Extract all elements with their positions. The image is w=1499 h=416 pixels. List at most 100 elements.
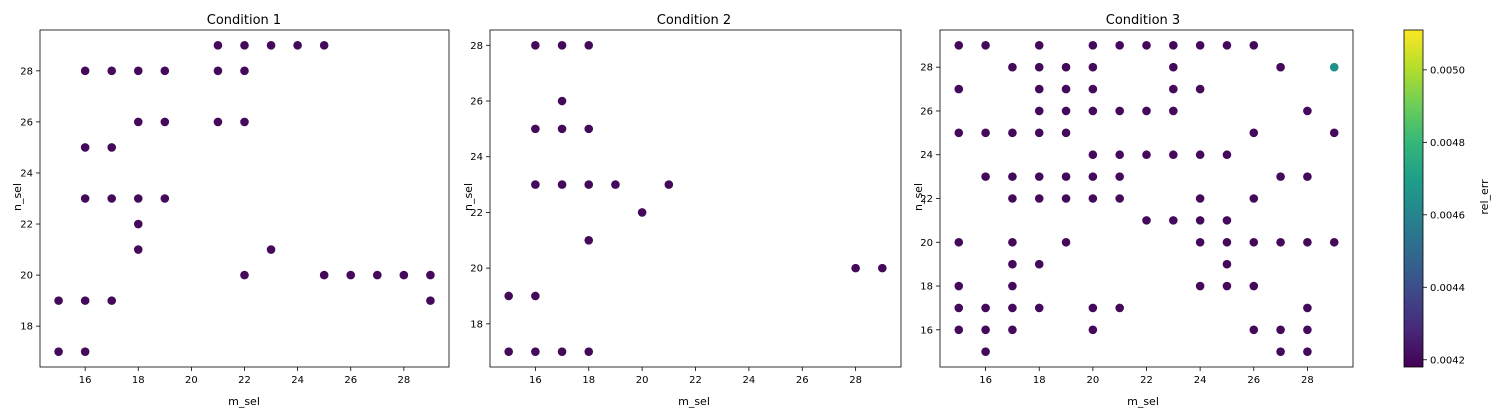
scatter-point	[1034, 194, 1044, 203]
scatter-point	[1276, 237, 1285, 247]
scatter-point	[213, 41, 223, 50]
x-tick-label: 18	[582, 375, 595, 386]
x-tick-label: 20	[185, 375, 198, 386]
colorbar-label: rel_err	[1478, 179, 1491, 215]
scatter-point	[319, 41, 329, 50]
y-axis-label: n_sel	[462, 183, 475, 211]
scatter-point	[240, 41, 249, 50]
scatter-point	[1115, 41, 1124, 50]
scatter-point	[531, 124, 540, 134]
scatter-point	[1008, 259, 1017, 269]
scatter-point	[1061, 128, 1071, 138]
scatter-point	[1034, 62, 1044, 72]
scatter-point	[1169, 62, 1178, 72]
x-tick-label: 18	[1033, 375, 1046, 386]
scatter-point	[954, 303, 964, 313]
y-tick-label: 22	[20, 220, 33, 231]
x-tick-label: 24	[1194, 375, 1207, 386]
scatter-point	[1115, 303, 1124, 313]
scatter-point	[1195, 194, 1205, 203]
scatter-point	[1008, 194, 1017, 203]
x-axis-label: m_sel	[678, 395, 710, 408]
scatter-point	[80, 143, 90, 152]
scatter-point	[1195, 41, 1205, 50]
scatter-point	[1088, 150, 1098, 160]
plot-area-frame	[39, 29, 450, 368]
scatter-point	[293, 41, 302, 50]
scatter-point	[1195, 150, 1205, 160]
scatter-point	[557, 96, 567, 106]
panel-title: Condition 3	[1106, 13, 1180, 28]
scatter-point	[80, 296, 90, 305]
scatter-point	[1008, 303, 1017, 313]
scatter-point	[1169, 150, 1178, 160]
scatter-point	[1034, 106, 1044, 116]
scatter-point	[1034, 259, 1044, 269]
scatter-point	[584, 347, 594, 356]
y-tick-label: 24	[920, 150, 933, 161]
scatter-point	[133, 117, 143, 127]
scatter-point	[1115, 150, 1124, 160]
scatter-point	[954, 84, 964, 94]
scatter-point	[133, 219, 143, 229]
scatter-point	[1008, 325, 1017, 335]
scatter-point	[1088, 106, 1098, 116]
panel-condition-1: Condition 1 m_sel n_sel 16 18 20 22 24 26 28 18…	[11, 13, 450, 408]
scatter-point	[954, 281, 964, 291]
scatter-point	[1195, 237, 1205, 247]
scatter-point	[504, 291, 513, 301]
scatter-point	[1034, 84, 1044, 94]
scatter-point	[1249, 237, 1259, 247]
scatter-point	[1303, 325, 1312, 335]
scatter-point	[80, 347, 90, 356]
scatter-point	[981, 172, 990, 181]
y-tick-label: 20	[920, 238, 933, 249]
scatter-point	[878, 263, 887, 273]
scatter-point	[981, 128, 990, 138]
scatter-point	[954, 41, 964, 50]
scatter-point	[399, 270, 409, 280]
scatter-point	[1142, 106, 1151, 116]
colorbar-gradient	[1403, 29, 1424, 368]
scatter-point	[133, 245, 143, 254]
scatter-point	[1088, 194, 1098, 203]
scatter-point	[1088, 303, 1098, 313]
y-axis-label: n_sel	[912, 183, 925, 211]
x-tick-label: 16	[79, 375, 92, 386]
scatter-point	[1088, 325, 1098, 335]
scatter-point	[54, 347, 63, 356]
panel-title: Condition 1	[207, 13, 281, 28]
scatter-point	[372, 270, 382, 280]
scatter-point	[107, 296, 117, 305]
scatter-point	[1088, 62, 1098, 72]
scatter-point	[213, 117, 223, 127]
scatter-point	[80, 66, 90, 76]
scatter-point	[1008, 237, 1017, 247]
y-tick-label: 18	[920, 282, 933, 293]
scatter-point	[426, 296, 435, 305]
y-tick-label: 22	[470, 208, 483, 219]
x-tick-label: 18	[132, 375, 145, 386]
scatter-point	[504, 347, 513, 356]
y-tick-label: 28	[470, 41, 483, 52]
scatter-point	[54, 296, 63, 305]
scatter-point	[1329, 62, 1339, 72]
scatter-point	[557, 124, 567, 134]
y-tick-label: 26	[20, 117, 33, 128]
colorbar-tick-label: 0.0046	[1430, 210, 1465, 221]
scatter-point	[1088, 84, 1098, 94]
y-tick-label: 18	[20, 322, 33, 333]
scatter-point	[637, 208, 647, 217]
y-tick-label: 20	[470, 264, 483, 275]
y-tick-label: 26	[470, 97, 483, 108]
x-tick-label: 28	[397, 375, 410, 386]
panel-condition-2: Condition 2 m_sel n_sel 16 18 20 22 24 26 28 18…	[462, 13, 902, 408]
scatter-point	[1008, 172, 1017, 181]
scatter-point	[1061, 62, 1071, 72]
scatter-point	[1222, 281, 1232, 291]
scatter-point	[611, 180, 620, 189]
scatter-point	[160, 194, 170, 203]
scatter-point	[1249, 281, 1259, 291]
scatter-point	[1115, 106, 1124, 116]
scatter-point	[1142, 150, 1151, 160]
